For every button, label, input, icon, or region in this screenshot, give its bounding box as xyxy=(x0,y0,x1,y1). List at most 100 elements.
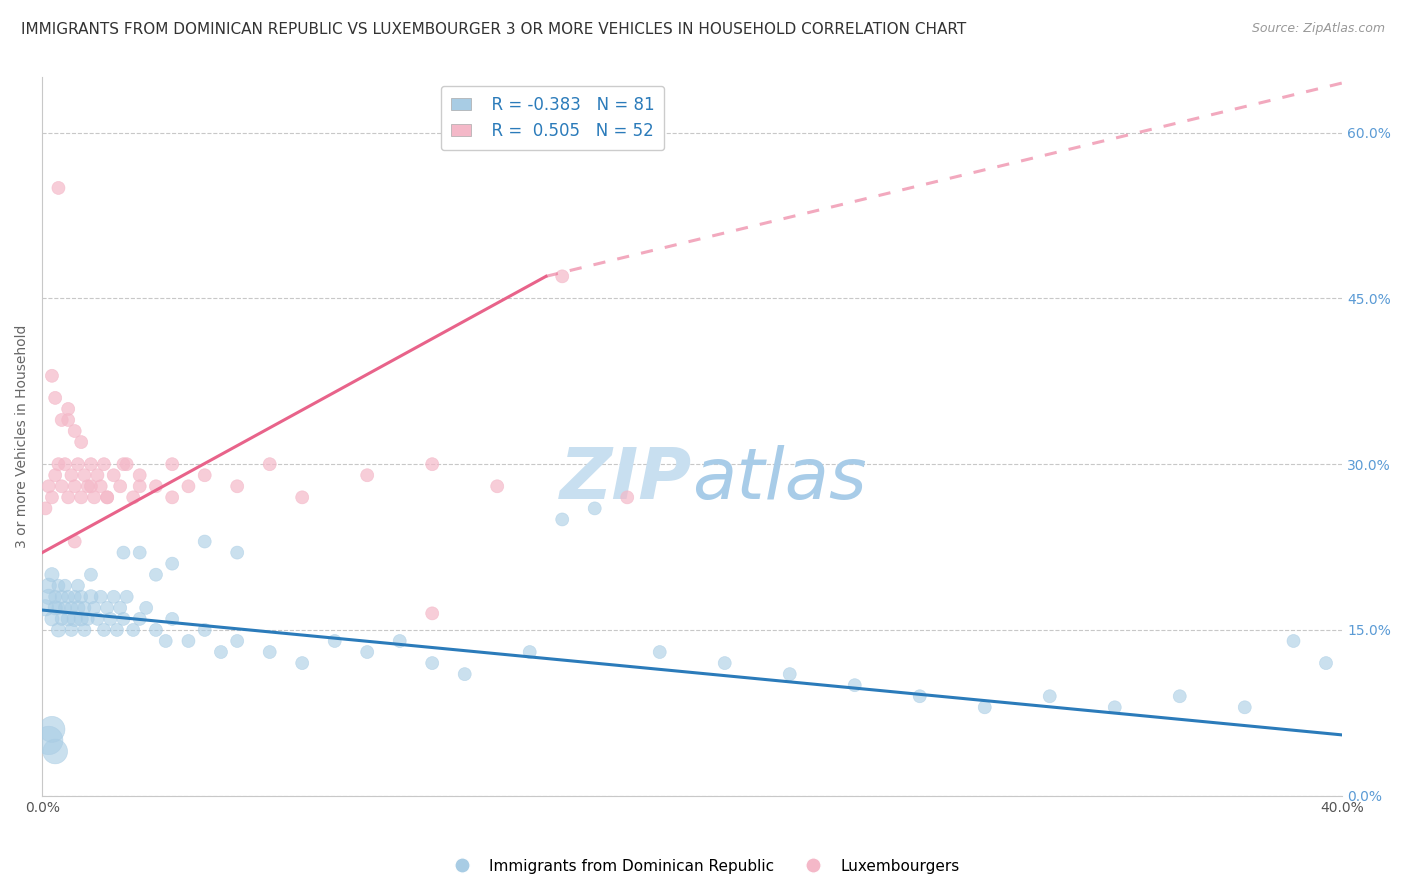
Text: atlas: atlas xyxy=(692,445,868,514)
Point xyxy=(58,590,80,604)
Point xyxy=(194,534,217,549)
Point xyxy=(115,590,138,604)
Point xyxy=(66,457,89,471)
Point xyxy=(648,645,671,659)
Point xyxy=(1168,690,1191,704)
Point xyxy=(63,424,86,438)
Point xyxy=(226,634,249,648)
Point xyxy=(323,634,346,648)
Point xyxy=(96,491,118,505)
Point xyxy=(53,579,76,593)
Point xyxy=(420,656,443,670)
Point xyxy=(155,634,177,648)
Point xyxy=(194,468,217,483)
Point xyxy=(58,491,80,505)
Point xyxy=(356,468,378,483)
Point xyxy=(551,512,574,526)
Point xyxy=(1233,700,1256,714)
Text: IMMIGRANTS FROM DOMINICAN REPUBLIC VS LUXEMBOURGER 3 OR MORE VEHICLES IN HOUSEHO: IMMIGRANTS FROM DOMINICAN REPUBLIC VS LU… xyxy=(21,22,966,37)
Point xyxy=(90,479,112,493)
Y-axis label: 3 or more Vehicles in Household: 3 or more Vehicles in Household xyxy=(15,325,30,549)
Point xyxy=(93,623,115,637)
Point xyxy=(60,468,83,483)
Point xyxy=(259,457,281,471)
Point xyxy=(105,623,128,637)
Point xyxy=(70,612,93,626)
Point xyxy=(51,479,73,493)
Point xyxy=(128,612,150,626)
Point xyxy=(145,479,167,493)
Point xyxy=(48,600,70,615)
Point xyxy=(73,623,96,637)
Point xyxy=(486,479,509,493)
Point xyxy=(66,600,89,615)
Point xyxy=(108,600,131,615)
Point xyxy=(209,645,232,659)
Point xyxy=(41,368,63,383)
Point xyxy=(70,590,93,604)
Point xyxy=(41,612,63,626)
Point xyxy=(41,723,63,737)
Point xyxy=(83,491,105,505)
Point xyxy=(48,181,70,195)
Point xyxy=(519,645,541,659)
Point xyxy=(194,623,217,637)
Legend:   R = -0.383   N = 81,   R =  0.505   N = 52: R = -0.383 N = 81, R = 0.505 N = 52 xyxy=(440,86,664,150)
Point xyxy=(86,612,108,626)
Point xyxy=(48,457,70,471)
Point xyxy=(96,600,118,615)
Point xyxy=(713,656,735,670)
Point xyxy=(44,590,66,604)
Point xyxy=(908,690,931,704)
Point xyxy=(356,645,378,659)
Text: ZIP: ZIP xyxy=(560,445,692,514)
Point xyxy=(60,623,83,637)
Point xyxy=(44,468,66,483)
Point xyxy=(80,479,103,493)
Point xyxy=(112,457,135,471)
Point xyxy=(80,567,103,582)
Point xyxy=(63,534,86,549)
Point xyxy=(41,567,63,582)
Point xyxy=(38,579,60,593)
Text: Source: ZipAtlas.com: Source: ZipAtlas.com xyxy=(1251,22,1385,36)
Point xyxy=(145,567,167,582)
Point xyxy=(51,590,73,604)
Point xyxy=(108,479,131,493)
Point xyxy=(80,457,103,471)
Point xyxy=(616,491,638,505)
Point xyxy=(70,435,93,450)
Point xyxy=(551,269,574,284)
Point xyxy=(259,645,281,659)
Point xyxy=(93,457,115,471)
Point xyxy=(226,546,249,560)
Point xyxy=(1282,634,1305,648)
Point xyxy=(135,600,157,615)
Point xyxy=(1104,700,1126,714)
Point xyxy=(86,468,108,483)
Point xyxy=(90,590,112,604)
Point xyxy=(63,590,86,604)
Point xyxy=(70,491,93,505)
Point xyxy=(63,479,86,493)
Point xyxy=(160,457,183,471)
Point xyxy=(388,634,411,648)
Point xyxy=(160,612,183,626)
Point xyxy=(76,612,98,626)
Point xyxy=(844,678,866,692)
Point xyxy=(38,733,60,747)
Point xyxy=(51,612,73,626)
Point xyxy=(73,468,96,483)
Point xyxy=(53,457,76,471)
Point xyxy=(83,600,105,615)
Point xyxy=(63,612,86,626)
Point xyxy=(177,634,200,648)
Point xyxy=(38,590,60,604)
Point xyxy=(73,600,96,615)
Point xyxy=(128,479,150,493)
Point xyxy=(112,612,135,626)
Point xyxy=(58,413,80,427)
Point xyxy=(34,600,56,615)
Point xyxy=(160,491,183,505)
Point xyxy=(80,590,103,604)
